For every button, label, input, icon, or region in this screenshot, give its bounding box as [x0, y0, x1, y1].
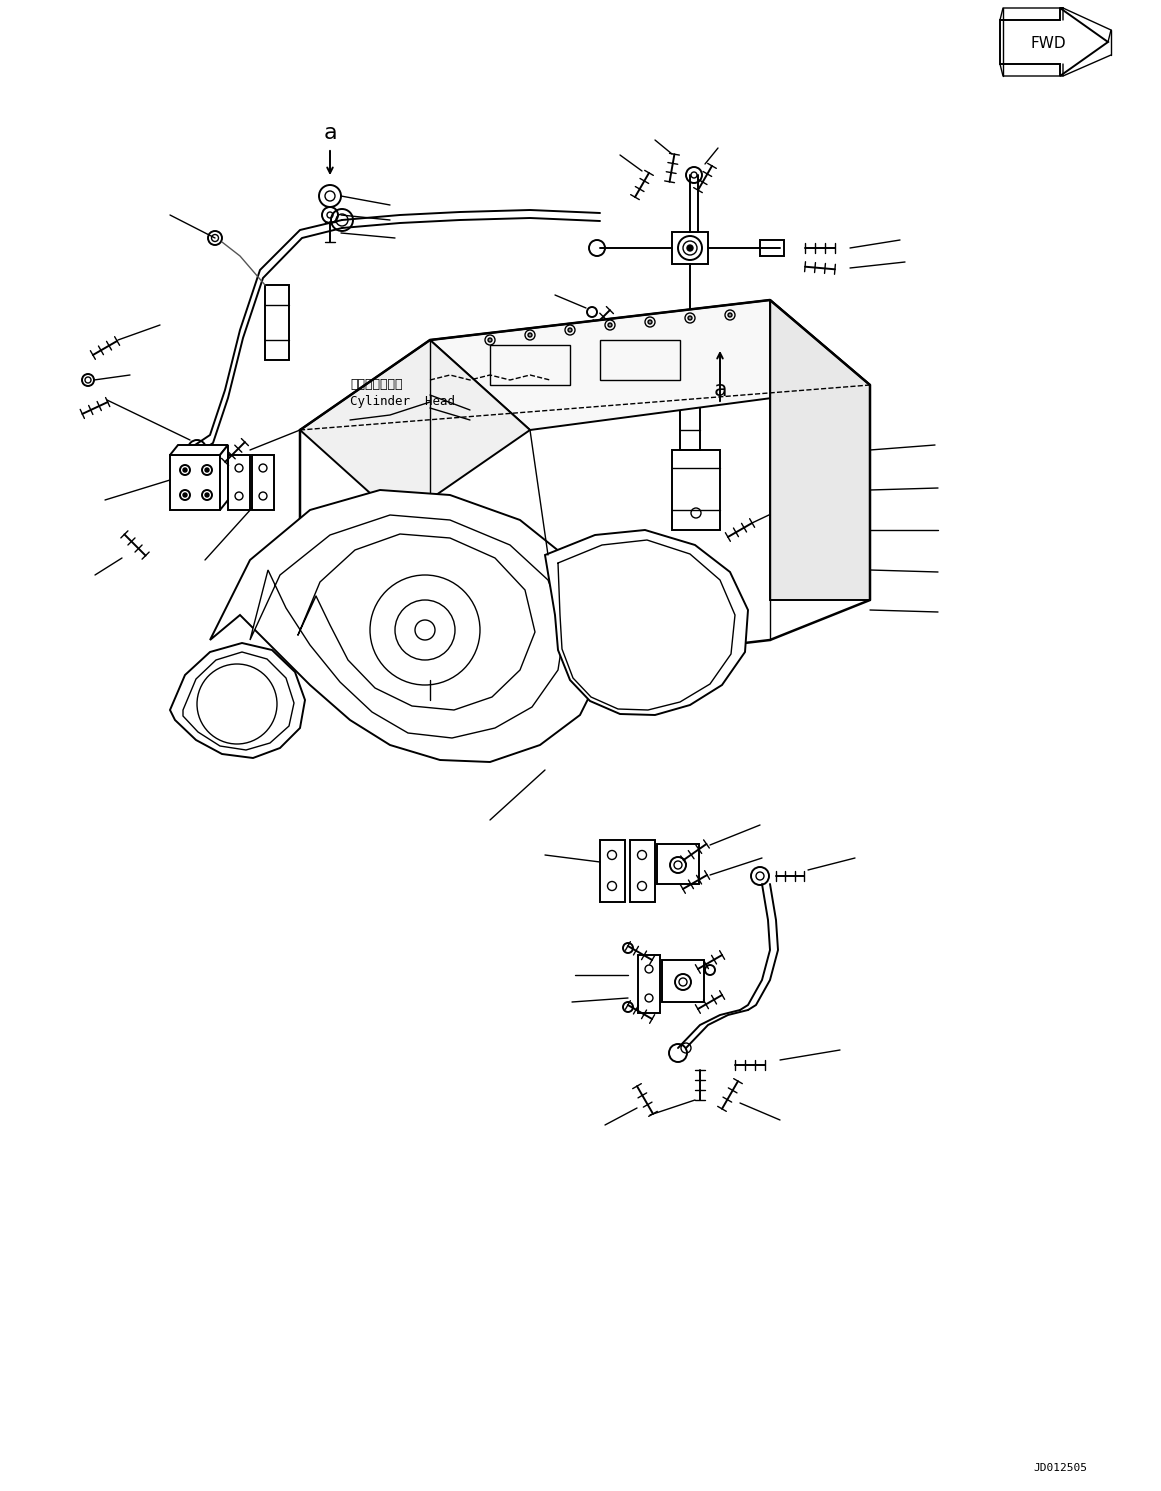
Circle shape — [608, 324, 612, 327]
Bar — [662, 960, 704, 1002]
Bar — [672, 450, 720, 529]
Circle shape — [193, 444, 201, 453]
Bar — [228, 455, 250, 510]
Bar — [490, 344, 570, 385]
Bar — [252, 455, 274, 510]
Polygon shape — [170, 455, 219, 510]
Polygon shape — [430, 300, 870, 429]
Circle shape — [728, 313, 731, 318]
Circle shape — [688, 316, 692, 321]
Bar — [672, 233, 708, 264]
Circle shape — [648, 321, 652, 324]
Text: a: a — [713, 380, 727, 400]
Text: シリンダヘッド: シリンダヘッド — [349, 379, 403, 392]
Polygon shape — [170, 444, 228, 455]
Text: FWD: FWD — [1030, 36, 1066, 51]
Polygon shape — [183, 652, 294, 750]
Bar — [630, 839, 655, 902]
Polygon shape — [300, 520, 531, 699]
Polygon shape — [770, 300, 870, 599]
Text: Cylinder  Head: Cylinder Head — [349, 395, 455, 409]
Circle shape — [687, 245, 693, 250]
Polygon shape — [250, 514, 565, 738]
Circle shape — [183, 494, 187, 497]
Polygon shape — [219, 444, 228, 510]
Circle shape — [528, 332, 532, 337]
Circle shape — [488, 338, 492, 341]
Polygon shape — [210, 491, 605, 762]
Bar — [639, 956, 659, 1012]
Polygon shape — [170, 643, 305, 757]
Circle shape — [183, 468, 187, 473]
Bar — [265, 285, 289, 359]
Circle shape — [205, 468, 209, 473]
Bar — [760, 240, 784, 256]
Text: JD012505: JD012505 — [1033, 1463, 1087, 1473]
Text: a: a — [323, 122, 337, 143]
Bar — [680, 340, 700, 450]
Bar — [600, 340, 680, 380]
Polygon shape — [300, 340, 531, 520]
Bar — [600, 839, 625, 902]
Bar — [657, 844, 699, 884]
Polygon shape — [545, 529, 748, 716]
Circle shape — [205, 494, 209, 497]
Circle shape — [568, 328, 572, 332]
